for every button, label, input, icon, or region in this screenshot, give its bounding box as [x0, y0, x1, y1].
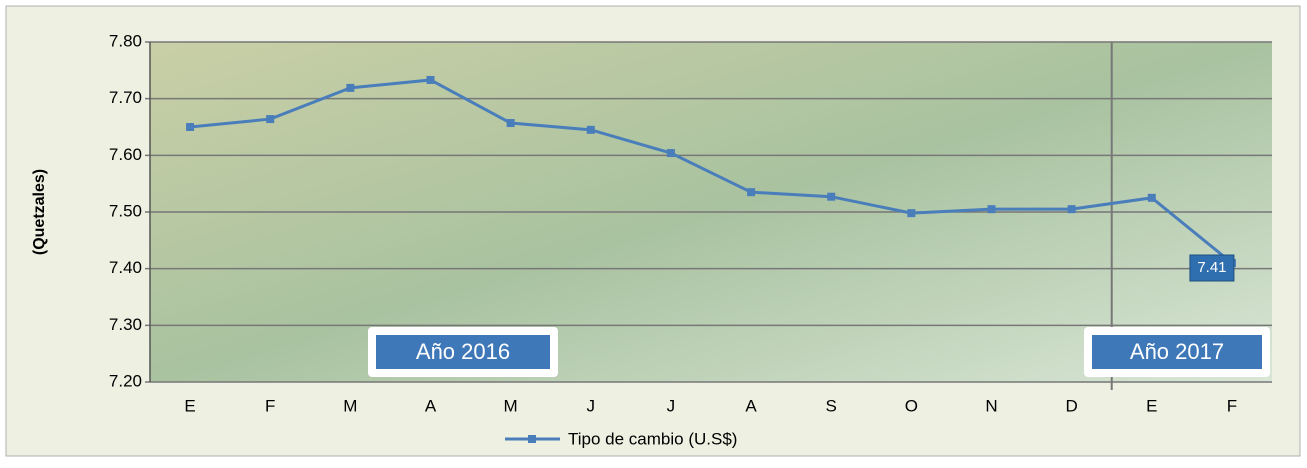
data-point — [186, 123, 195, 131]
annotation: Año 2016 — [416, 339, 510, 364]
data-point — [426, 75, 435, 84]
y-tick-label: 7.50 — [109, 201, 142, 220]
data-point — [827, 192, 836, 201]
legend-label: Tipo de cambio (U.S$) — [568, 429, 737, 448]
annotation-box — [376, 335, 550, 369]
x-tick-label: J — [587, 396, 596, 415]
x-tick-label: A — [425, 396, 437, 415]
annotation: Año 2017 — [1130, 339, 1224, 364]
x-tick-label: F — [265, 396, 275, 415]
data-point — [666, 149, 675, 158]
y-tick-label: 7.80 — [109, 31, 142, 50]
x-tick-label: M — [343, 396, 357, 415]
data-point — [1147, 193, 1156, 202]
y-tick-label: 7.60 — [109, 145, 142, 164]
series-line — [189, 78, 1233, 265]
x-tick-label: E — [184, 396, 195, 415]
y-tick-label: 7.40 — [109, 258, 142, 277]
data-point — [907, 209, 916, 218]
legend-marker — [528, 435, 536, 443]
x-tick-label: D — [1066, 396, 1078, 415]
x-tick-label: O — [905, 396, 918, 415]
data-point — [586, 125, 595, 134]
x-tick-label: S — [826, 396, 837, 415]
x-tick-label: N — [985, 396, 997, 415]
x-tick-label: J — [667, 396, 676, 415]
y-axis-label: (Quetzales) — [31, 169, 48, 255]
data-point — [346, 83, 355, 92]
x-tick-label: M — [504, 396, 518, 415]
data-label-box — [1189, 254, 1235, 282]
data-label: 7.41 — [1197, 259, 1226, 276]
y-tick-label: 7.30 — [109, 315, 142, 334]
x-tick-label: A — [745, 396, 757, 415]
y-tick-label: 7.20 — [109, 371, 142, 390]
x-tick-label: E — [1146, 396, 1157, 415]
data-point — [506, 119, 515, 128]
y-tick-label: 7.70 — [109, 88, 142, 107]
x-tick-label: F — [1227, 396, 1237, 415]
data-point — [987, 205, 996, 214]
data-point — [266, 115, 275, 124]
data-point — [747, 188, 756, 197]
data-point — [1067, 205, 1076, 214]
annotation-box — [1092, 335, 1262, 369]
